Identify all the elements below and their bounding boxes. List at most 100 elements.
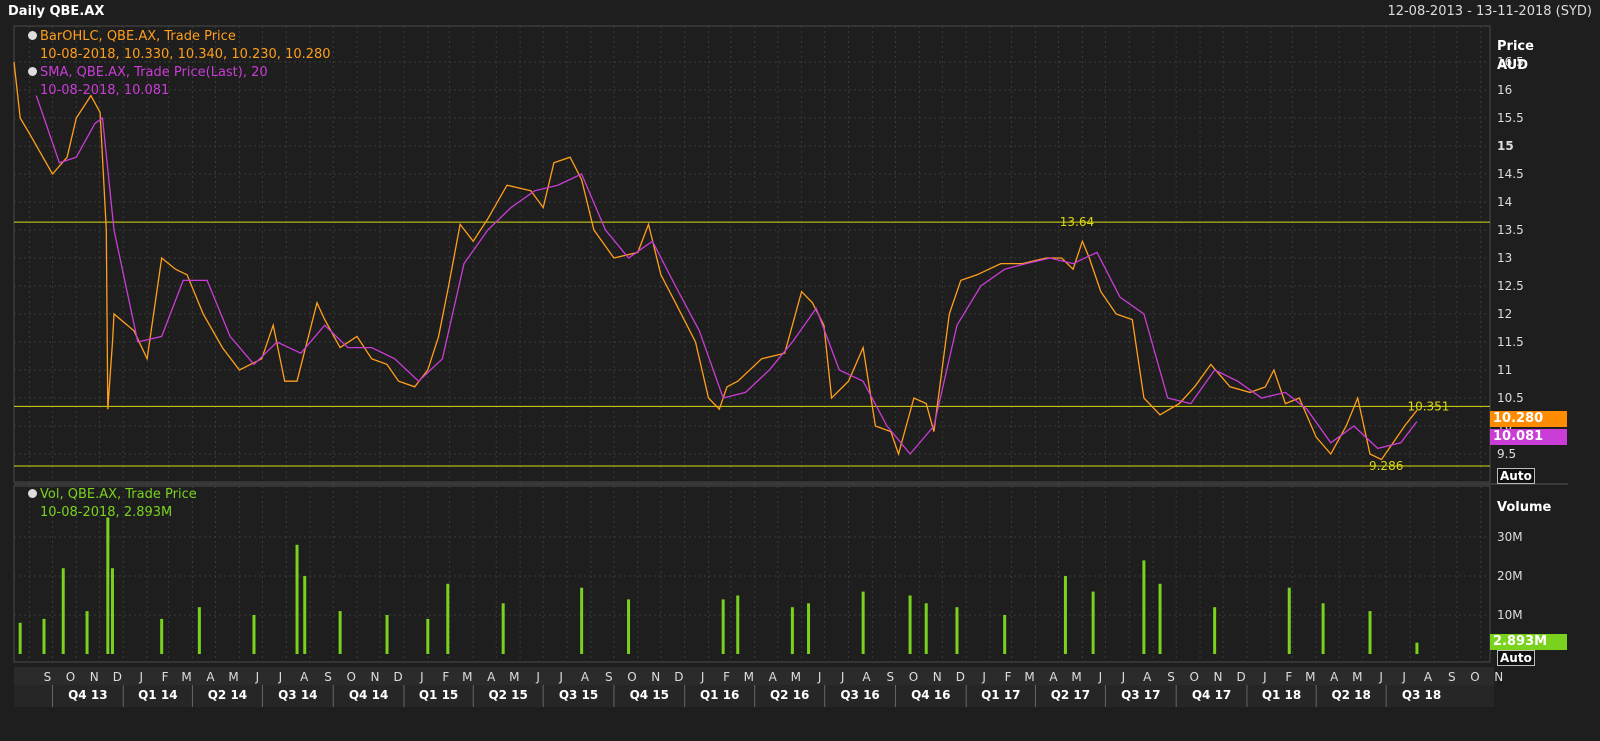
month-tick-label: A — [206, 670, 215, 684]
ohlc-legend-value: 10-08-2018, 10.330, 10.340, 10.230, 10.2… — [40, 47, 331, 62]
price-axis-title: Price — [1497, 39, 1534, 54]
month-tick-label: A — [769, 670, 778, 684]
volume-bar — [385, 615, 389, 654]
volume-bar — [1287, 587, 1291, 654]
grid — [13, 25, 1568, 707]
volume-bar — [197, 607, 201, 654]
month-tick-label: J — [138, 670, 143, 684]
quarter-tick-label: Q1 17 — [981, 688, 1020, 702]
volume-bar — [1091, 591, 1095, 654]
month-tick-label: M — [462, 670, 472, 684]
quarter-tick-label: Q1 16 — [700, 688, 739, 702]
month-tick-label: O — [627, 670, 636, 684]
volume-axis-ticks: 10M 20M 30M — [1497, 530, 1523, 622]
month-tick-label: S — [605, 670, 613, 684]
price-tick-label: 11 — [1497, 363, 1512, 377]
month-tick-label: J — [1098, 670, 1103, 684]
month-tick-label: J — [1262, 670, 1267, 684]
month-tick-label: F — [723, 670, 730, 684]
price-tick-label: 16.5 — [1497, 55, 1524, 69]
month-tick-label: A — [300, 670, 309, 684]
last-volume-tag: 2.893M — [1490, 634, 1567, 650]
volume-auto-scale-button[interactable]: Auto — [1497, 650, 1535, 666]
horizontal-lines: 13.64 10.351 9.286 — [14, 215, 1490, 473]
month-tick-label: A — [1049, 670, 1058, 684]
month-tick-label: M — [181, 670, 191, 684]
month-tick-label: O — [1189, 670, 1198, 684]
quarter-tick-label: Q2 17 — [1051, 688, 1090, 702]
price-tick-label: 15 — [1497, 139, 1514, 153]
price-auto-scale-button[interactable]: Auto — [1497, 468, 1535, 484]
month-tick-label: J — [981, 670, 986, 684]
volume-bar — [338, 611, 342, 654]
volume-axis-title: Volume — [1497, 500, 1552, 515]
month-tick-label: J — [535, 670, 540, 684]
price-tick-label: 12 — [1497, 307, 1512, 321]
month-tick-label: J — [558, 670, 563, 684]
quarter-tick-label: Q2 15 — [488, 688, 527, 702]
volume-bar — [252, 615, 256, 654]
sma-legend-value: 10-08-2018, 10.081 — [40, 83, 170, 98]
volume-bar — [295, 544, 299, 654]
legend-toggle-icon[interactable] — [28, 67, 37, 76]
volume-bar — [1003, 615, 1007, 654]
volume-bar — [61, 568, 65, 654]
volume-bar — [160, 618, 164, 654]
volume-tick-label: 10M — [1497, 608, 1523, 622]
quarter-tick-label: Q2 18 — [1331, 688, 1370, 702]
month-tick-label: O — [909, 670, 918, 684]
month-tick-label: S — [887, 670, 895, 684]
volume-tick-label: 20M — [1497, 569, 1523, 583]
volume-bar — [955, 607, 959, 654]
quarter-tick-label: Q1 18 — [1262, 688, 1301, 702]
price-tick-label: 10.5 — [1497, 391, 1524, 405]
quarter-tick-label: Q3 14 — [278, 688, 317, 702]
volume-bar — [924, 603, 928, 654]
legend-toggle-icon[interactable] — [28, 489, 37, 498]
price-series — [13, 61, 1418, 461]
quarter-tick-label: Q3 18 — [1402, 688, 1441, 702]
month-tick-label: J — [255, 670, 260, 684]
quarter-tick-label: Q2 16 — [770, 688, 809, 702]
price-tick-label: 15.5 — [1497, 111, 1524, 125]
legend-toggle-icon[interactable] — [28, 31, 37, 40]
x-axis-quarters: Q4 13 Q1 14 Q2 14 Q3 14 Q4 14 Q1 15 Q2 15 Q3 15… — [51, 685, 1441, 707]
volume-bar — [446, 583, 450, 654]
month-tick-label: A — [487, 670, 496, 684]
month-tick-label: D — [674, 670, 683, 684]
quarter-tick-label: Q4 13 — [68, 688, 107, 702]
price-tick-label: 13 — [1497, 251, 1512, 265]
month-tick-label: F — [162, 670, 169, 684]
volume-bar — [908, 595, 912, 654]
month-tick-label: N — [90, 670, 99, 684]
month-tick-label: S — [324, 670, 332, 684]
volume-bar — [736, 595, 740, 654]
month-tick-label: A — [1424, 670, 1433, 684]
quarter-tick-label: Q4 16 — [911, 688, 950, 702]
volume-bar — [303, 576, 307, 654]
ohlc-legend-name: BarOHLC, QBE.AX, Trade Price — [40, 29, 236, 44]
month-tick-label: O — [66, 670, 75, 684]
quarter-tick-label: Q1 14 — [138, 688, 177, 702]
volume-bar — [501, 603, 505, 654]
price-tick-label: 12.5 — [1497, 279, 1524, 293]
volume-bar — [1063, 576, 1067, 654]
volume-tick-label: 30M — [1497, 530, 1523, 544]
month-tick-label: J — [1121, 670, 1126, 684]
horizontal-line-label: 13.64 — [1060, 215, 1094, 229]
sma-legend-name: SMA, QBE.AX, Trade Price(Last), 20 — [40, 65, 268, 80]
month-tick-label: J — [278, 670, 283, 684]
volume-bar — [1158, 583, 1162, 654]
month-tick-label: M — [1071, 670, 1081, 684]
month-tick-label: A — [1143, 670, 1152, 684]
month-tick-label: S — [1448, 670, 1456, 684]
volume-bar — [1142, 560, 1146, 654]
month-tick-label: A — [1330, 670, 1339, 684]
quarter-tick-label: Q4 15 — [630, 688, 669, 702]
sma-last-tag: 10.081 — [1490, 429, 1567, 445]
volume-panel-border — [13, 485, 1491, 663]
volume-bar — [1368, 611, 1372, 654]
month-tick-label: A — [581, 670, 590, 684]
